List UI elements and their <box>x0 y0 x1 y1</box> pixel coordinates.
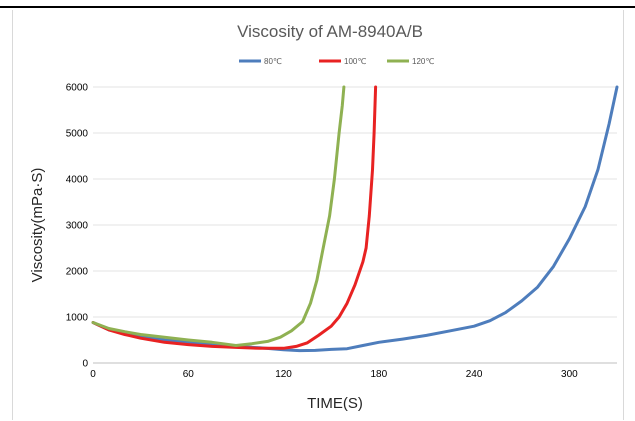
series-line-1 <box>91 85 378 350</box>
legend-label: 100℃ <box>344 57 366 66</box>
y-tick-label: 1000 <box>66 313 89 324</box>
y-tick-label: 3000 <box>66 221 89 232</box>
y-tick-label: 2000 <box>66 267 89 278</box>
y-tick-label: 5000 <box>66 129 89 140</box>
x-tick-label: 0 <box>90 369 96 380</box>
legend-label: 120℃ <box>412 57 434 66</box>
gridlines <box>93 86 617 364</box>
x-tick-label: 180 <box>370 369 387 380</box>
series-line-0 <box>91 85 619 353</box>
x-tick-label: 240 <box>466 369 483 380</box>
y-tick-label: 4000 <box>66 175 89 186</box>
x-tick-labels: 0 60 120 180 240 300 <box>90 369 578 380</box>
series-line-2 <box>91 85 346 347</box>
x-axis-label: TIME(S) <box>307 395 363 412</box>
top-rule <box>0 6 635 8</box>
y-axis-label: Viscosity(mPa·S) <box>29 168 46 283</box>
y-tick-label: 0 <box>82 359 88 370</box>
chart-frame <box>12 10 624 420</box>
y-tick-labels: 0 1000 2000 3000 4000 5000 6000 <box>66 83 89 370</box>
legend-label: 80℃ <box>264 57 282 66</box>
x-tick-label: 300 <box>561 369 578 380</box>
x-tick-label: 120 <box>275 369 292 380</box>
y-tick-label: 6000 <box>66 83 89 94</box>
legend: 80℃ 100℃ 120℃ <box>239 57 434 66</box>
chart-title: Viscosity of AM-8940A/B <box>237 22 423 41</box>
x-tick-label: 60 <box>183 369 195 380</box>
series-lines <box>91 85 619 353</box>
